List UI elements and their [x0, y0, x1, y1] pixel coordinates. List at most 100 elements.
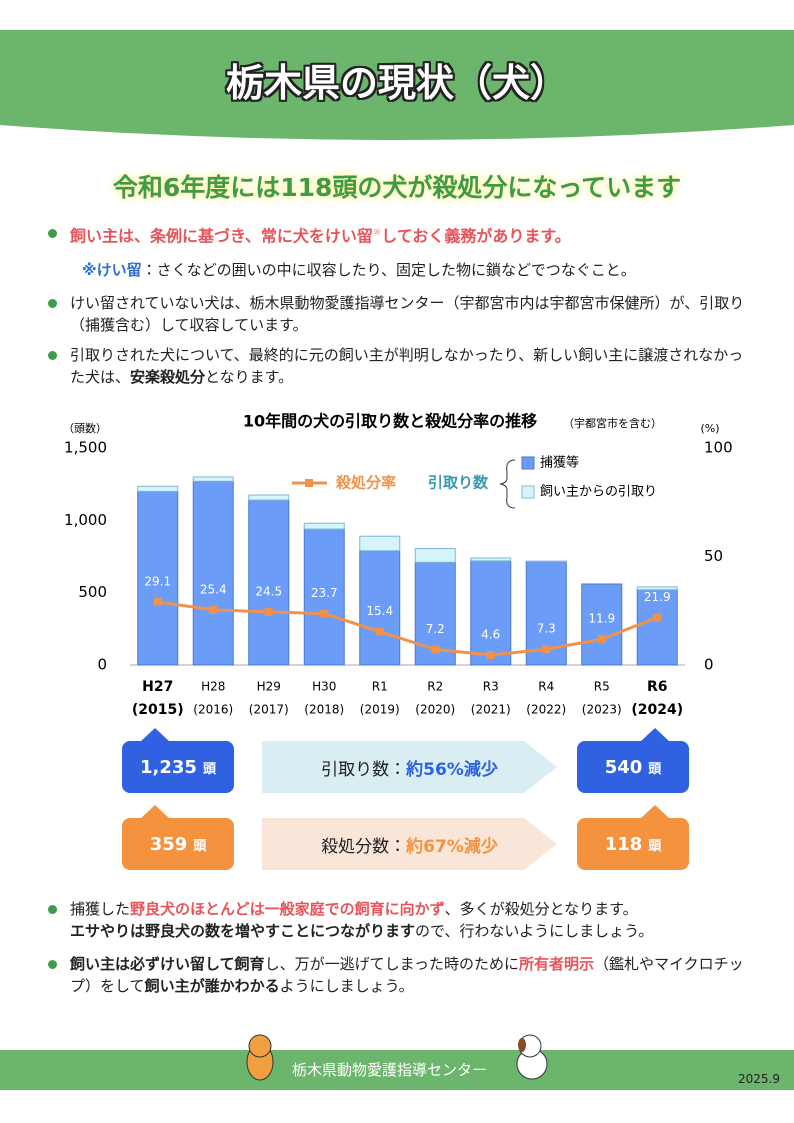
- y-tick-label: 1,000: [64, 511, 107, 529]
- pointer: [640, 805, 670, 819]
- bar-segment: [359, 550, 401, 666]
- rate-line: [157, 600, 658, 657]
- euth-change: 殺処分数： 約67%減少: [262, 818, 557, 870]
- headline: 令和6年度には118頭の犬が殺処分になっています: [112, 173, 682, 202]
- bullet: 捕獲した野良犬のほとんどは一般家庭での飼育に向かず、多くが殺処分となります。 エサ…: [48, 898, 780, 942]
- legend-label: 飼い主からの引取り: [540, 485, 657, 500]
- bar-segment: [636, 589, 678, 666]
- header-band: [0, 30, 794, 140]
- note-mark: ※: [372, 227, 382, 238]
- value-label: 15.4: [366, 604, 393, 618]
- value-label: 11.9: [588, 612, 615, 626]
- unit: 頭: [193, 838, 207, 854]
- y-tick-label: 1,500: [64, 439, 107, 457]
- arrow: [262, 818, 557, 870]
- text: 野良犬のほとんどは一般家庭での飼育に向かず: [130, 900, 445, 918]
- note: ※けい留：さくなどの囲いの中に収容したり、固定した物に鎖などでつなぐこと。: [82, 259, 636, 280]
- cat-icon: [246, 1034, 274, 1081]
- y-tick-label: 500: [78, 583, 107, 601]
- text: 飼い主は必ずけい留して飼育: [70, 955, 265, 973]
- text: 安楽殺処分: [130, 368, 206, 386]
- dog-icon: [516, 1034, 548, 1080]
- rate-marker: [264, 607, 273, 616]
- unit: 頭: [648, 838, 662, 854]
- x-tick-label: R2: [427, 680, 443, 694]
- bar-segment: [137, 490, 179, 666]
- text: し、万が一逃げてしまった時のために: [264, 955, 519, 973]
- bar-segment: [470, 560, 512, 666]
- text: となります。: [205, 368, 294, 386]
- chart: 10年間の犬の引取り数と殺処分率の推移 （宇都宮市を含む） （頭数） (%) 0…: [63, 412, 733, 719]
- date: 2025.9: [738, 1072, 780, 1086]
- x-tick-label: R4: [538, 680, 554, 694]
- y2-tick-label: 0: [704, 656, 714, 674]
- x-tick-label: H28: [201, 680, 225, 694]
- unit: 頭: [202, 761, 216, 777]
- x-tick-year: (2023): [582, 703, 622, 717]
- euth-before: 359 頭: [122, 818, 234, 870]
- text: 捕獲した: [70, 900, 131, 918]
- bullet: 飼い主は必ずけい留して飼育し、万が一逃げてしまった時のために所有者明示（鑑札やマ…: [48, 953, 760, 997]
- label: 引取り数：: [321, 759, 407, 780]
- y-axis-label: （頭数）: [63, 422, 107, 435]
- x-tick-label: R6: [647, 679, 668, 695]
- rate-marker: [431, 645, 440, 654]
- y-tick-label: 0: [97, 656, 107, 674]
- legend-label: 殺処分率: [335, 474, 396, 492]
- rate-marker: [320, 609, 329, 618]
- pointer: [140, 805, 170, 819]
- bullet: 引取りされた犬について、最終的に元の飼い主が判明しなかったり、新しい飼い主に譲渡…: [48, 344, 750, 388]
- footer-org: 栃木県動物愛護指導センター: [292, 1061, 488, 1079]
- x-tick-year: (2015): [132, 702, 184, 718]
- text: 所有者明示: [518, 955, 594, 973]
- change: 約56%減少: [406, 759, 498, 780]
- change: 約67%減少: [406, 836, 498, 857]
- chart-subtitle: （宇都宮市を含む）: [563, 417, 662, 430]
- bar-segment: [192, 480, 234, 666]
- value-label: 4.6: [481, 628, 500, 642]
- x-tick-year: (2020): [415, 703, 455, 717]
- x-tick-year: (2022): [526, 703, 566, 717]
- text: しておく義務があります。: [381, 226, 571, 246]
- value-label: 7.2: [426, 622, 445, 636]
- text: 飼い主は、条例に基づき、常に犬をけい留: [70, 226, 373, 246]
- rate-marker: [597, 635, 606, 644]
- value-label: 25.4: [200, 582, 227, 596]
- chart-title: 10年間の犬の引取り数と殺処分率の推移: [243, 412, 537, 431]
- x-tick-label: R1: [372, 680, 388, 694]
- x-tick-year: (2024): [631, 702, 683, 718]
- text: ようにしましょう。: [279, 977, 414, 995]
- x-tick-label: H29: [257, 680, 281, 694]
- rate-marker: [542, 645, 551, 654]
- text: 、多くが殺処分となります。: [444, 900, 638, 918]
- bar-segment: [248, 494, 290, 501]
- page-title: 栃木県の現状（犬）: [225, 61, 568, 105]
- bar-segment: [303, 522, 345, 530]
- footer-band: [0, 1050, 794, 1090]
- legend-swatch: [521, 485, 535, 499]
- unit: 頭: [648, 761, 662, 777]
- value-label: 24.5: [255, 584, 282, 598]
- value: 359: [149, 833, 188, 855]
- value-label: 21.9: [644, 590, 671, 604]
- euth-after: 118 頭: [577, 818, 689, 870]
- x-tick-label: H30: [312, 680, 336, 694]
- pointer: [640, 728, 670, 742]
- value-label: 23.7: [311, 586, 338, 600]
- intake-before: 1,235 頭: [122, 741, 234, 793]
- legend-label: 捕獲等: [540, 455, 579, 471]
- bullet: けい留されていない犬は、栃木県動物愛護指導センター（宇都宮市内は宇都宮市保健所）…: [48, 292, 750, 336]
- pointer: [140, 728, 170, 742]
- value: 540: [604, 756, 643, 778]
- x-tick-year: (2021): [471, 703, 511, 717]
- bar-segment: [581, 583, 623, 666]
- value-label: 7.3: [537, 622, 556, 636]
- text: ので、行わないようにしましょう。: [415, 922, 654, 940]
- text: けい留されていない犬は、栃木県動物愛護指導センター（宇都宮市内は宇都宮市保健所）…: [70, 294, 745, 334]
- value: 1,235: [140, 756, 197, 778]
- legend-brace: [499, 459, 516, 509]
- y2-tick-label: 50: [704, 547, 723, 565]
- bar-segment: [192, 476, 234, 482]
- legend-swatch: [521, 456, 535, 470]
- intake-change: 引取り数： 約56%減少: [262, 741, 557, 793]
